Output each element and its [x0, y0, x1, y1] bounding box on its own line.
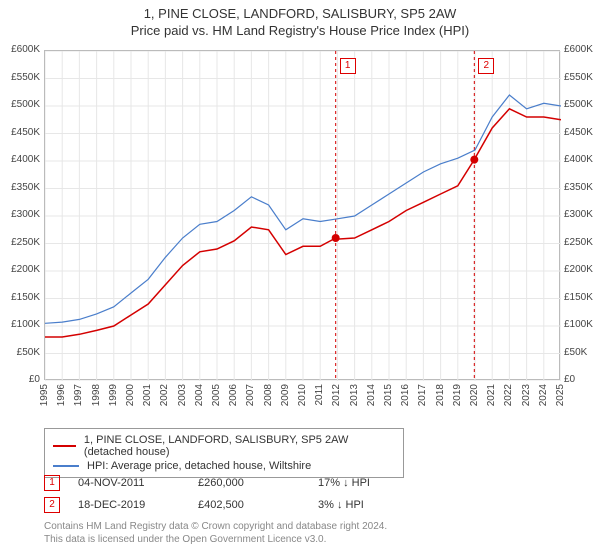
legend-item: HPI: Average price, detached house, Wilt…: [53, 459, 395, 473]
y-axis-label: £250K: [0, 237, 40, 248]
x-axis-label: 1997: [73, 384, 84, 406]
sale-marker-icon: 1: [44, 475, 60, 491]
y-axis-label: £100K: [0, 319, 40, 330]
y-axis-label: £50K: [0, 347, 40, 358]
x-axis-label: 2025: [555, 384, 566, 406]
x-axis-label: 2005: [211, 384, 222, 406]
x-axis-label: 1995: [39, 384, 50, 406]
legend-swatch: [53, 465, 79, 467]
x-axis-label: 2011: [314, 384, 325, 406]
x-axis-label: 2014: [366, 384, 377, 406]
y-axis-label: £550K: [0, 72, 40, 83]
x-axis-label: 2023: [521, 384, 532, 406]
sales-table: 1 04-NOV-2011 £260,000 17% ↓ HPI 2 18-DE…: [44, 472, 560, 516]
y-axis-label-right: £50K: [564, 347, 600, 358]
y-axis-label: £300K: [0, 209, 40, 220]
y-axis-label-right: £350K: [564, 182, 600, 193]
legend-item: 1, PINE CLOSE, LANDFORD, SALISBURY, SP5 …: [53, 433, 395, 459]
x-axis-label: 2019: [452, 384, 463, 406]
x-axis-label: 2006: [228, 384, 239, 406]
chart-title: 1, PINE CLOSE, LANDFORD, SALISBURY, SP5 …: [0, 0, 600, 23]
x-axis-label: 1998: [91, 384, 102, 406]
x-axis-label: 2016: [400, 384, 411, 406]
sale-marker-box: 1: [340, 58, 356, 74]
x-axis-label: 2021: [486, 384, 497, 406]
x-axis-label: 2012: [331, 384, 342, 406]
y-axis-label-right: £550K: [564, 72, 600, 83]
x-axis-label: 1999: [108, 384, 119, 406]
y-axis-label-right: £150K: [564, 292, 600, 303]
y-axis-label: £400K: [0, 154, 40, 165]
y-axis-label: £150K: [0, 292, 40, 303]
chart-subtitle: Price paid vs. HM Land Registry's House …: [0, 23, 600, 42]
x-axis-label: 2001: [142, 384, 153, 406]
y-axis-label: £600K: [0, 44, 40, 55]
y-axis-label-right: £500K: [564, 99, 600, 110]
x-axis-label: 2003: [177, 384, 188, 406]
x-axis-label: 2022: [503, 384, 514, 406]
x-axis-label: 2004: [194, 384, 205, 406]
x-axis-label: 2015: [383, 384, 394, 406]
sale-marker-icon: 2: [44, 497, 60, 513]
sale-marker-box: 2: [478, 58, 494, 74]
y-axis-label-right: £200K: [564, 264, 600, 275]
y-axis-label-right: £450K: [564, 127, 600, 138]
y-axis-label: £500K: [0, 99, 40, 110]
y-axis-label-right: £100K: [564, 319, 600, 330]
sale-delta: 17% ↓ HPI: [318, 477, 438, 489]
y-axis-label-right: £400K: [564, 154, 600, 165]
x-axis-label: 2018: [435, 384, 446, 406]
y-axis-label-right: £300K: [564, 209, 600, 220]
chart-container: 1, PINE CLOSE, LANDFORD, SALISBURY, SP5 …: [0, 0, 600, 560]
x-axis-label: 2020: [469, 384, 480, 406]
x-axis-label: 2002: [159, 384, 170, 406]
footer-text: This data is licensed under the Open Gov…: [44, 534, 326, 545]
x-axis-label: 2013: [349, 384, 360, 406]
x-axis-label: 2007: [245, 384, 256, 406]
y-axis-label: £350K: [0, 182, 40, 193]
y-axis-label-right: £250K: [564, 237, 600, 248]
x-axis-label: 2000: [125, 384, 136, 406]
sale-date: 04-NOV-2011: [78, 477, 198, 489]
legend-swatch: [53, 445, 76, 447]
x-axis-label: 2017: [417, 384, 428, 406]
sale-date: 18-DEC-2019: [78, 499, 198, 511]
x-axis-label: 2008: [263, 384, 274, 406]
x-axis-label: 1996: [56, 384, 67, 406]
x-axis-label: 2009: [280, 384, 291, 406]
y-axis-label-right: £0: [564, 374, 600, 385]
chart-plot: [44, 50, 560, 380]
sale-delta: 3% ↓ HPI: [318, 499, 438, 511]
x-axis-label: 2024: [538, 384, 549, 406]
x-axis-label: 2010: [297, 384, 308, 406]
legend-label: HPI: Average price, detached house, Wilt…: [87, 460, 311, 472]
y-axis-label: £450K: [0, 127, 40, 138]
sale-row: 2 18-DEC-2019 £402,500 3% ↓ HPI: [44, 494, 560, 516]
legend-label: 1, PINE CLOSE, LANDFORD, SALISBURY, SP5 …: [84, 434, 395, 458]
footer-text: Contains HM Land Registry data © Crown c…: [44, 521, 387, 532]
footer: Contains HM Land Registry data © Crown c…: [44, 520, 560, 546]
sale-price: £260,000: [198, 477, 318, 489]
sale-row: 1 04-NOV-2011 £260,000 17% ↓ HPI: [44, 472, 560, 494]
y-axis-label: £200K: [0, 264, 40, 275]
legend: 1, PINE CLOSE, LANDFORD, SALISBURY, SP5 …: [44, 428, 404, 478]
y-axis-label: £0: [0, 374, 40, 385]
sale-price: £402,500: [198, 499, 318, 511]
y-axis-label-right: £600K: [564, 44, 600, 55]
